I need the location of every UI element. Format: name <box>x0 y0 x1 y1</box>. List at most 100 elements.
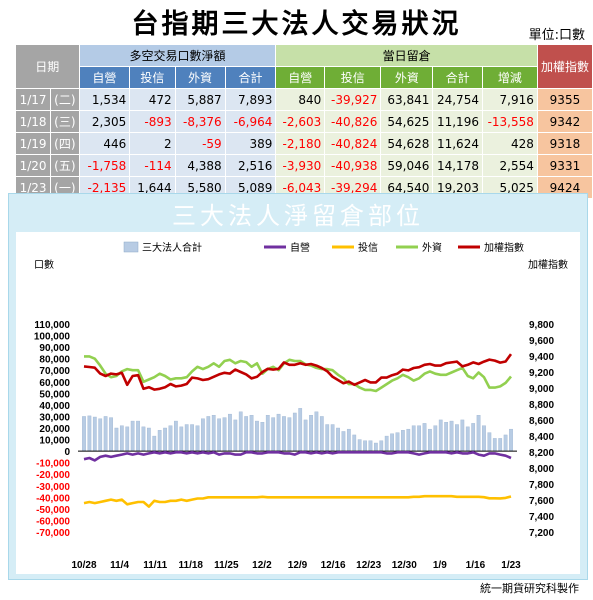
bar-total <box>357 439 362 452</box>
bar-total <box>260 422 265 452</box>
bar-total <box>136 420 140 452</box>
bar-total <box>325 424 330 452</box>
bar-total <box>503 434 508 452</box>
legend-swatch-total <box>123 241 139 253</box>
bar-total <box>390 433 394 452</box>
bar-total <box>422 423 427 452</box>
net-cell: 472 <box>129 88 176 111</box>
net-cell: -893 <box>129 110 176 133</box>
bar-total <box>103 416 108 452</box>
y2-axis-title: 加權指數 <box>528 258 568 271</box>
oi-cell: -39,927 <box>324 88 382 111</box>
bar-total <box>465 426 470 452</box>
bar-total <box>509 428 513 452</box>
bar-total <box>271 417 276 452</box>
bar-total <box>352 434 357 452</box>
bar-total <box>341 431 346 452</box>
bar-total <box>373 442 378 452</box>
bar-total <box>125 426 130 452</box>
net-col-header: 投信 <box>129 66 176 89</box>
bar-total <box>395 432 400 452</box>
bar-total <box>98 418 103 452</box>
index-header: 加權指數 <box>536 44 593 89</box>
y-tick-label: -10,000 <box>36 459 70 470</box>
y2-tick-label: 8,000 <box>529 464 554 475</box>
bar-total <box>119 425 124 452</box>
x-tick-label: 11/25 <box>214 560 239 571</box>
net-cell: 2,305 <box>78 110 131 133</box>
bar-total <box>336 427 340 452</box>
bar-total <box>163 427 167 452</box>
x-tick-label: 1/9 <box>433 560 447 571</box>
bar-total <box>460 419 465 452</box>
x-tick-label: 12/16 <box>321 560 346 571</box>
bar-total <box>238 411 243 452</box>
y-tick-label: 0 <box>64 447 70 458</box>
bar-total <box>195 425 200 452</box>
oi-cell: -2,180 <box>275 132 326 155</box>
y2-tick-label: 7,600 <box>529 496 554 507</box>
line-index <box>83 353 513 391</box>
oi-cell: -40,824 <box>324 132 382 155</box>
y-tick-label: -20,000 <box>36 470 70 481</box>
bar-total <box>444 422 449 452</box>
bar-total <box>282 416 286 452</box>
bar-total <box>265 415 270 452</box>
y-tick-label: -30,000 <box>36 482 70 493</box>
x-tick-label: 11/11 <box>143 560 167 571</box>
line-dealer <box>83 451 512 462</box>
bar-total <box>438 419 443 452</box>
x-tick-label: 11/4 <box>110 560 129 571</box>
bar-total <box>92 416 97 452</box>
bar-total <box>222 417 227 452</box>
bar-total <box>255 420 259 452</box>
y-tick-label: 20,000 <box>39 424 70 435</box>
y-tick-label: 110,000 <box>34 320 70 331</box>
legend-label: 加權指數 <box>484 241 524 254</box>
y-tick-label: -40,000 <box>36 493 70 504</box>
line-foreign <box>84 355 512 393</box>
oi-col-header: 自營 <box>275 66 326 89</box>
oi-cell: 840 <box>275 88 326 111</box>
x-tick-label: 11/18 <box>179 560 204 571</box>
oi-cell: 14,178 <box>432 154 483 177</box>
y-tick-label: -60,000 <box>36 516 70 527</box>
x-tick-label: 1/23 <box>501 560 521 571</box>
bar-total <box>233 419 238 452</box>
oi-cell: 54,625 <box>380 110 434 133</box>
bar-total <box>146 427 151 452</box>
oi-cell: -2,603 <box>275 110 326 133</box>
bar-total <box>244 416 249 452</box>
y2-tick-label: 8,800 <box>529 400 554 411</box>
bar-total <box>482 425 486 452</box>
x-tick-label: 10/28 <box>71 560 96 571</box>
row-date: 1/19 <box>14 132 52 155</box>
net-cell: 2 <box>129 132 176 155</box>
oi-cell: 59,046 <box>380 154 434 177</box>
y-tick-label: -50,000 <box>36 505 70 516</box>
bar-total <box>303 419 308 452</box>
bar-total <box>319 416 324 452</box>
bar-total <box>87 415 92 452</box>
y-tick-label: 90,000 <box>39 343 70 354</box>
bar-total <box>449 420 454 452</box>
bar-total <box>109 417 113 452</box>
y2-tick-label: 9,200 <box>529 368 554 379</box>
y-tick-label: 30,000 <box>39 412 70 423</box>
bar-total <box>152 435 157 452</box>
y2-tick-label: 8,600 <box>529 416 554 427</box>
chart-title: 三大法人淨留倉部位 <box>172 202 424 230</box>
bar-total <box>157 430 162 452</box>
footer-credit: 統一期貨研究科製作 <box>480 582 579 595</box>
date-header: 日期 <box>15 44 80 89</box>
bar-total <box>82 416 86 452</box>
bar-total <box>411 425 416 452</box>
net-cell: -8,376 <box>174 110 226 133</box>
row-weekday: (四) <box>50 132 80 155</box>
bar-total <box>487 432 492 452</box>
bar-total <box>368 440 373 452</box>
net-cell: 1,534 <box>78 88 131 111</box>
row-weekday: (二) <box>50 88 80 111</box>
y-tick-label: 80,000 <box>39 355 70 366</box>
